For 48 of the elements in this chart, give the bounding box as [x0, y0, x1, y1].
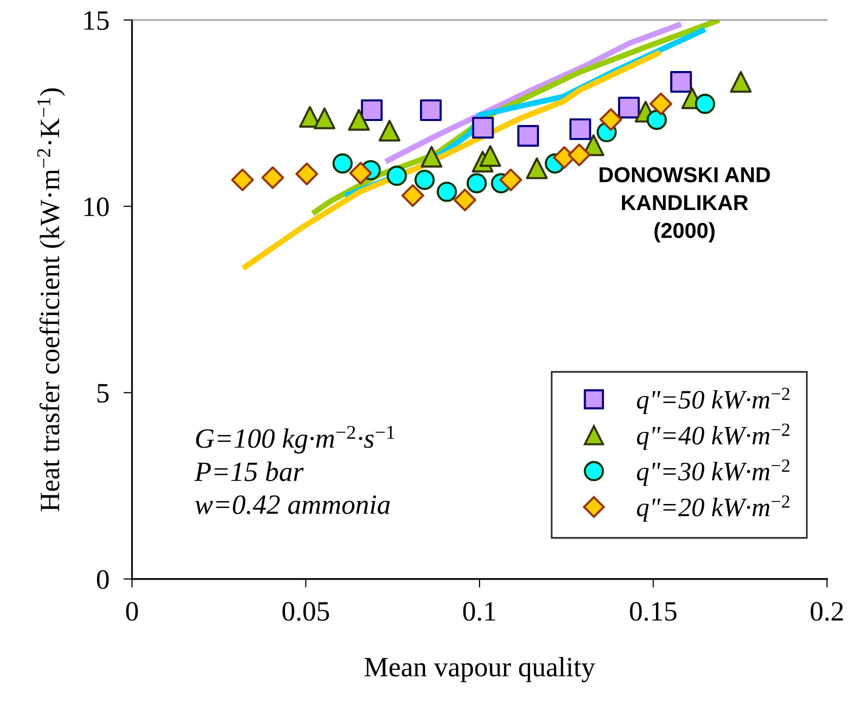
y-tick-label: 5 [98, 384, 109, 403]
legend-label: q"=30 kW·m$^{−2}$ [637, 459, 790, 486]
point [600, 108, 622, 131]
point [231, 168, 254, 192]
point [670, 70, 692, 93]
point [414, 170, 435, 190]
point [386, 166, 407, 186]
point [646, 110, 667, 130]
point [479, 145, 502, 167]
point [517, 125, 540, 147]
point [348, 109, 370, 131]
x-tick-label: 0.05 [282, 602, 329, 621]
legend-label: q"=20 kW·m$^{−2}$ [637, 495, 790, 522]
point [694, 94, 716, 114]
point [526, 157, 548, 180]
point [314, 108, 336, 130]
point [295, 162, 318, 186]
point [650, 92, 672, 116]
y-tick-label: 15 [84, 11, 109, 30]
point [401, 184, 424, 207]
point [261, 166, 284, 189]
x-tick-label: 0 [126, 602, 138, 621]
point [420, 99, 442, 122]
point [618, 96, 640, 118]
point [568, 144, 591, 166]
point [378, 120, 400, 142]
text: G=100 kg·m$^{−2}$·s$^{−1}$ P=15 bar w=0.42 ammonia [194, 426, 394, 514]
point [730, 70, 752, 93]
x-tick-label: 0.2 [810, 602, 843, 621]
x-axis-title: Mean vapour quality [364, 656, 596, 682]
y-axis-title: Heat trasfer coefficient (kW·m$^{−2}$·K$^{−1}$) [37, 88, 65, 512]
point [466, 173, 487, 194]
point [499, 168, 522, 192]
legend-label: q"=50 kW·m$^{−2}$ [637, 388, 790, 414]
y-tick-label: 0 [96, 570, 109, 589]
point [569, 118, 592, 140]
point [360, 99, 383, 122]
x-tick-label: 0.1 [463, 602, 496, 621]
annotation: DONOWSKI AND KANDLIKAR (2000) [600, 167, 770, 242]
point [332, 153, 353, 174]
point [472, 116, 494, 139]
point [420, 146, 442, 168]
legend-label: q"=40 kW·m$^{−2}$ [637, 424, 790, 450]
x-tick-label: 0.15 [630, 602, 676, 621]
point [349, 162, 372, 185]
y-tick-label: 10 [84, 198, 109, 216]
point [454, 188, 476, 212]
point [436, 182, 457, 202]
